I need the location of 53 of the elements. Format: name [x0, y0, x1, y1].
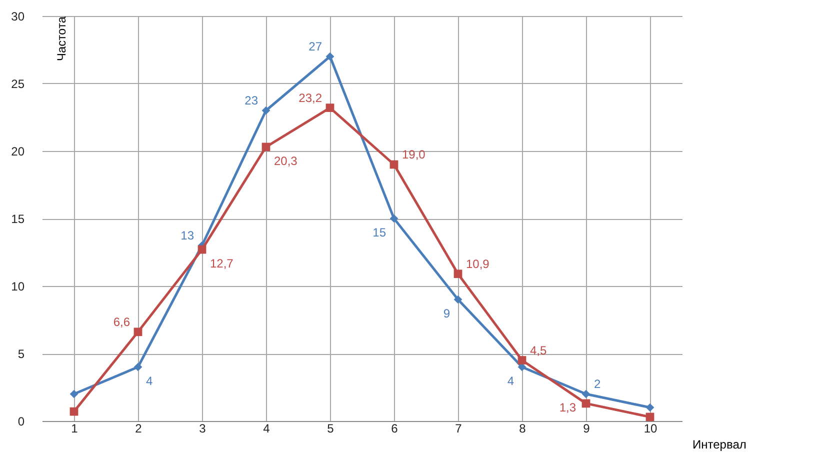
point: [646, 403, 654, 412]
data-label: 2: [594, 377, 601, 391]
data-label: 19,0: [402, 148, 426, 162]
x-tick-label: 4: [263, 422, 270, 436]
x-tick-label: 9: [583, 422, 590, 436]
data-label: 23,2: [298, 90, 322, 105]
data-label: 13: [180, 228, 194, 242]
x-tick-label: 3: [199, 422, 206, 436]
y-tick-label: 10: [11, 280, 25, 294]
point: [646, 412, 654, 422]
point: [70, 407, 78, 416]
data-label: 27: [308, 40, 322, 54]
point: [134, 362, 142, 372]
y-tick-label: 5: [18, 347, 25, 361]
point: [518, 356, 526, 364]
point: [390, 214, 398, 223]
point: [198, 245, 206, 254]
point: [262, 142, 270, 152]
x-tick-label: 8: [519, 422, 526, 436]
point: [582, 390, 590, 398]
data-label: 20,3: [274, 154, 298, 168]
point: [454, 270, 462, 278]
point: [326, 52, 334, 61]
data-label: 23: [244, 94, 258, 108]
y-tick-label: 0: [18, 414, 25, 428]
data-label: 15: [372, 226, 386, 240]
x-tick-label: 2: [135, 422, 142, 436]
x-tick-label: 10: [644, 422, 658, 436]
x-tick-label: 7: [455, 422, 462, 436]
data-label: 4,5: [530, 343, 548, 358]
y-axis-title: Частота: [54, 16, 68, 61]
data-label: 9: [443, 306, 450, 320]
point: [134, 328, 142, 336]
point: [582, 399, 590, 408]
point: [262, 106, 270, 115]
data-label: 12,7: [210, 256, 234, 271]
point: [326, 104, 334, 112]
x-tick-label: 6: [391, 422, 398, 436]
y-tick-label: 20: [11, 144, 25, 158]
data-label: 1,3: [559, 400, 576, 414]
data-label: 6,6: [113, 314, 130, 329]
x-tick-label: 5: [327, 422, 334, 436]
point: [390, 160, 398, 169]
point: [70, 390, 78, 398]
x-tick-label: 1: [71, 422, 78, 436]
data-label: 4: [507, 374, 514, 388]
point: [454, 295, 462, 304]
y-tick-label: 25: [11, 77, 25, 91]
y-tick-label: 15: [11, 212, 25, 226]
data-label: 10,9: [466, 256, 490, 271]
x-axis-title: Интервал: [692, 438, 746, 452]
y-tick-label: 30: [11, 10, 25, 24]
data-label: 4: [146, 374, 153, 388]
